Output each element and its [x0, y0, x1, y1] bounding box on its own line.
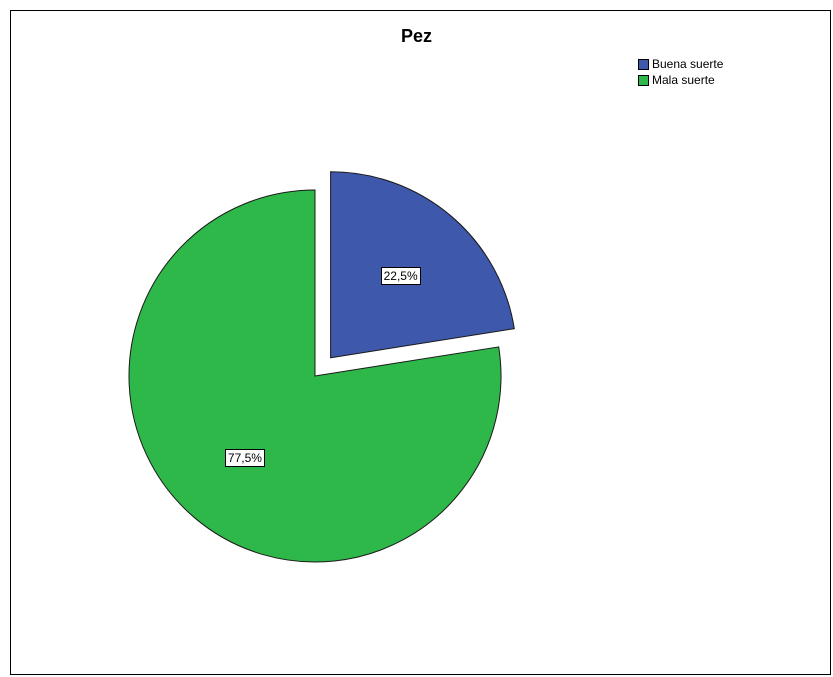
legend-label-mala-suerte: Mala suerte: [652, 73, 715, 87]
slice-label-buena-suerte: 22,5%: [380, 266, 421, 285]
chart-title: Pez: [400, 26, 433, 46]
legend-swatch-buena-suerte: [638, 58, 649, 70]
legend-item-buena-suerte: Buena suerte: [638, 56, 723, 72]
slice-label-mala-suerte: 77,5%: [224, 449, 265, 468]
pie-slice-buena-suerte: [330, 171, 515, 359]
legend-swatch-mala-suerte: [638, 74, 649, 86]
pie-slice-mala-suerte: [128, 189, 502, 563]
legend-label-buena-suerte: Buena suerte: [652, 57, 724, 71]
legend-item-mala-suerte: Mala suerte: [638, 72, 723, 88]
legend: Buena suerte Mala suerte: [638, 56, 723, 88]
